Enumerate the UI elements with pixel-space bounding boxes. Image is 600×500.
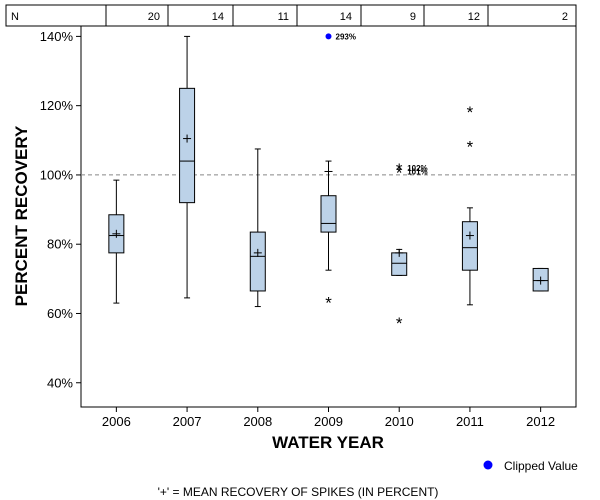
x-tick-label: 2009 [314, 414, 343, 429]
box-2010: ** 102%* 101% [391, 160, 428, 333]
x-axis-title: WATER YEAR [272, 433, 384, 452]
box-2006 [108, 179, 125, 304]
iqr-box [320, 195, 337, 233]
y-axis-title: PERCENT RECOVERY [12, 125, 31, 306]
n-count: 9 [410, 11, 416, 23]
x-tick-label: 2006 [102, 414, 131, 429]
x-tick-label: 2010 [385, 414, 414, 429]
y-axis: 40% 60% 80% 100% 120% 140% [40, 29, 81, 390]
n-count: 20 [148, 11, 160, 23]
outlier-marker: * [467, 103, 474, 122]
y-tick-label: 40% [47, 375, 73, 390]
footnote: '+' = MEAN RECOVERY OF SPIKES (IN PERCEN… [158, 485, 439, 499]
box-2007 [179, 35, 196, 299]
n-count: 14 [212, 11, 224, 23]
y-tick-label: 120% [40, 98, 74, 113]
outlier-marker: * [325, 293, 332, 312]
outlier-marker: * [467, 137, 474, 156]
x-tick-label: 2011 [456, 414, 484, 429]
outlier-marker: * [396, 314, 403, 333]
y-tick-label: 80% [47, 237, 73, 252]
clipped-value-marker [325, 33, 332, 40]
outlier-marker: * [396, 163, 403, 182]
iqr-box [179, 87, 196, 204]
n-count: 14 [340, 11, 352, 23]
n-header-label: N [11, 11, 19, 23]
y-tick-label: 100% [40, 167, 74, 182]
outlier-label: 102% [407, 164, 427, 173]
x-tick-label: 2008 [243, 414, 272, 429]
legend-clipped-marker [483, 460, 493, 470]
n-count: 11 [278, 11, 289, 23]
x-axis: 2006 2007 2008 2009 2010 2011 2012 [102, 407, 555, 429]
x-tick-label: 2012 [526, 414, 555, 429]
n-header: N 20 14 11 14 9 12 2 [5, 4, 577, 27]
box-2011: ** [461, 103, 478, 306]
box-2008 [249, 148, 266, 308]
y-tick-label: 140% [40, 29, 74, 44]
box-2009: * 293% [320, 32, 356, 312]
n-count: 12 [468, 11, 480, 23]
n-count: 2 [562, 11, 568, 23]
n-header-frame [5, 4, 577, 27]
iqr-box [249, 231, 266, 292]
outlier-label: 101% [407, 167, 427, 176]
legend-clipped-label: Clipped Value [504, 459, 578, 473]
x-tick-label: 2007 [173, 414, 202, 429]
boxes: *293%** 102%* 101%** [108, 32, 549, 333]
clipped-value-label: 293% [336, 32, 356, 41]
y-tick-label: 60% [47, 306, 73, 321]
iqr-box [461, 221, 478, 271]
box-2012 [532, 267, 549, 292]
legend: Clipped Value [483, 459, 578, 473]
outlier-marker: * [396, 160, 403, 179]
